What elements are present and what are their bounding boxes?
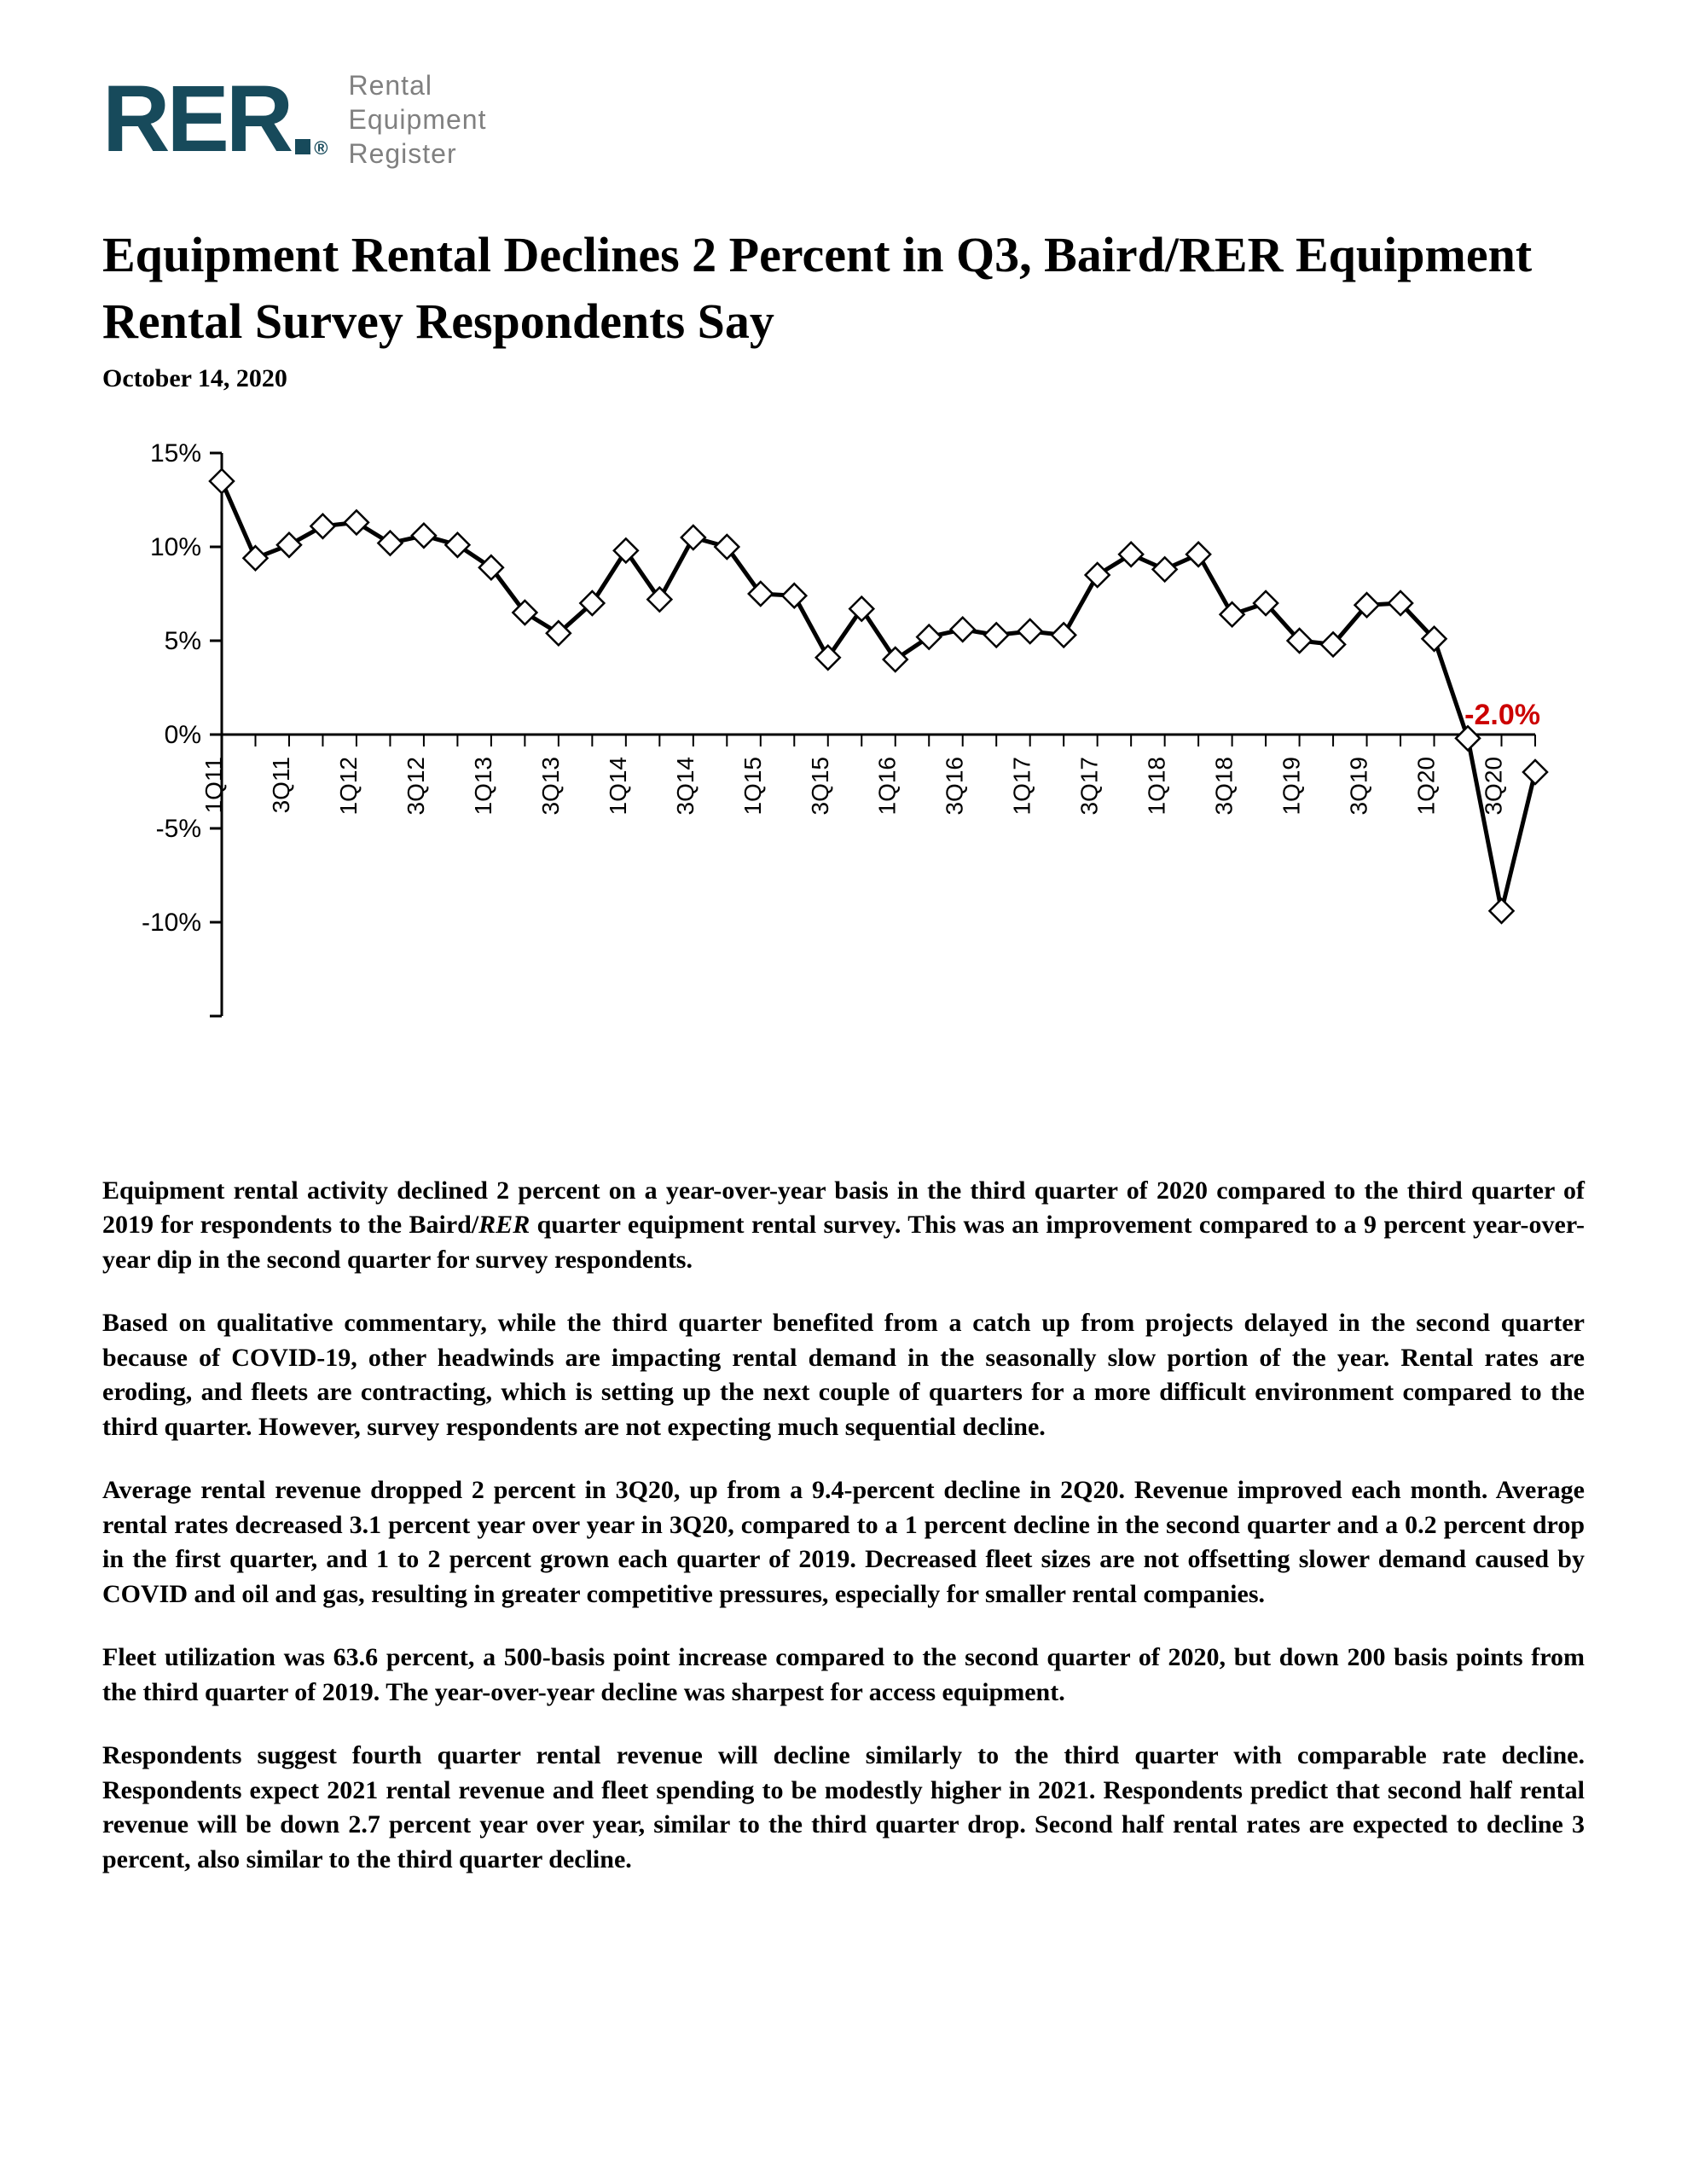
svg-text:3Q13: 3Q13 bbox=[537, 757, 564, 816]
svg-text:1Q17: 1Q17 bbox=[1009, 757, 1035, 816]
logo-dot-icon bbox=[295, 139, 310, 154]
svg-text:3Q19: 3Q19 bbox=[1346, 757, 1372, 816]
svg-text:1Q13: 1Q13 bbox=[470, 757, 496, 816]
svg-text:3Q17: 3Q17 bbox=[1076, 757, 1103, 816]
svg-text:1Q20: 1Q20 bbox=[1413, 757, 1440, 816]
svg-text:1Q12: 1Q12 bbox=[335, 757, 362, 816]
svg-text:-5%: -5% bbox=[156, 815, 201, 843]
tagline-line: Equipment bbox=[348, 102, 486, 136]
svg-text:3Q14: 3Q14 bbox=[672, 757, 699, 816]
body-paragraph: Based on qualitative commentary, while t… bbox=[102, 1306, 1585, 1444]
svg-text:5%: 5% bbox=[165, 627, 201, 655]
svg-text:1Q19: 1Q19 bbox=[1278, 757, 1305, 816]
svg-text:3Q12: 3Q12 bbox=[403, 757, 429, 816]
svg-text:15%: 15% bbox=[150, 439, 201, 468]
tagline-line: Register bbox=[348, 136, 486, 171]
logo-mark: RER ® bbox=[102, 73, 324, 166]
svg-text:3Q20: 3Q20 bbox=[1481, 757, 1507, 816]
logo-tagline: Rental Equipment Register bbox=[348, 68, 486, 171]
revenue-chart: -10% -5% 0% 5% 10% 15% 1Q11 3Q11 1Q12 3Q12 1Q13 3Q1… bbox=[102, 427, 1585, 1131]
article-date: October 14, 2020 bbox=[102, 364, 1585, 393]
svg-text:3Q11: 3Q11 bbox=[268, 757, 294, 813]
body-paragraph: Equipment rental activity declined 2 per… bbox=[102, 1174, 1585, 1278]
body-paragraph: Fleet utilization was 63.6 percent, a 50… bbox=[102, 1641, 1585, 1710]
svg-text:10%: 10% bbox=[150, 533, 201, 561]
svg-text:-10%: -10% bbox=[142, 909, 201, 937]
registered-icon: ® bbox=[314, 139, 324, 158]
svg-text:3Q16: 3Q16 bbox=[942, 757, 968, 816]
svg-text:1Q14: 1Q14 bbox=[605, 757, 631, 816]
article-body: Equipment rental activity declined 2 per… bbox=[102, 1174, 1585, 1878]
svg-text:3Q18: 3Q18 bbox=[1211, 757, 1238, 816]
line-chart-svg: -10% -5% 0% 5% 10% 15% 1Q11 3Q11 1Q12 3Q12 1Q13 3Q1… bbox=[102, 427, 1569, 1127]
svg-text:1Q11: 1Q11 bbox=[200, 757, 227, 813]
svg-text:1Q16: 1Q16 bbox=[874, 757, 901, 816]
article-headline: Equipment Rental Declines 2 Percent in Q… bbox=[102, 222, 1585, 356]
logo-text: RER bbox=[102, 73, 290, 166]
body-paragraph: Average rental revenue dropped 2 percent… bbox=[102, 1473, 1585, 1612]
document-page: RER ® Rental Equipment Register Equipmen… bbox=[0, 0, 1687, 2008]
svg-text:-2.0%: -2.0% bbox=[1464, 699, 1540, 731]
svg-text:1Q18: 1Q18 bbox=[1144, 757, 1170, 816]
body-paragraph: Respondents suggest fourth quarter renta… bbox=[102, 1739, 1585, 1877]
tagline-line: Rental bbox=[348, 68, 486, 102]
brand-logo: RER ® Rental Equipment Register bbox=[102, 68, 1585, 171]
svg-text:3Q15: 3Q15 bbox=[807, 757, 833, 816]
svg-text:0%: 0% bbox=[165, 721, 201, 749]
svg-text:1Q15: 1Q15 bbox=[739, 757, 766, 816]
